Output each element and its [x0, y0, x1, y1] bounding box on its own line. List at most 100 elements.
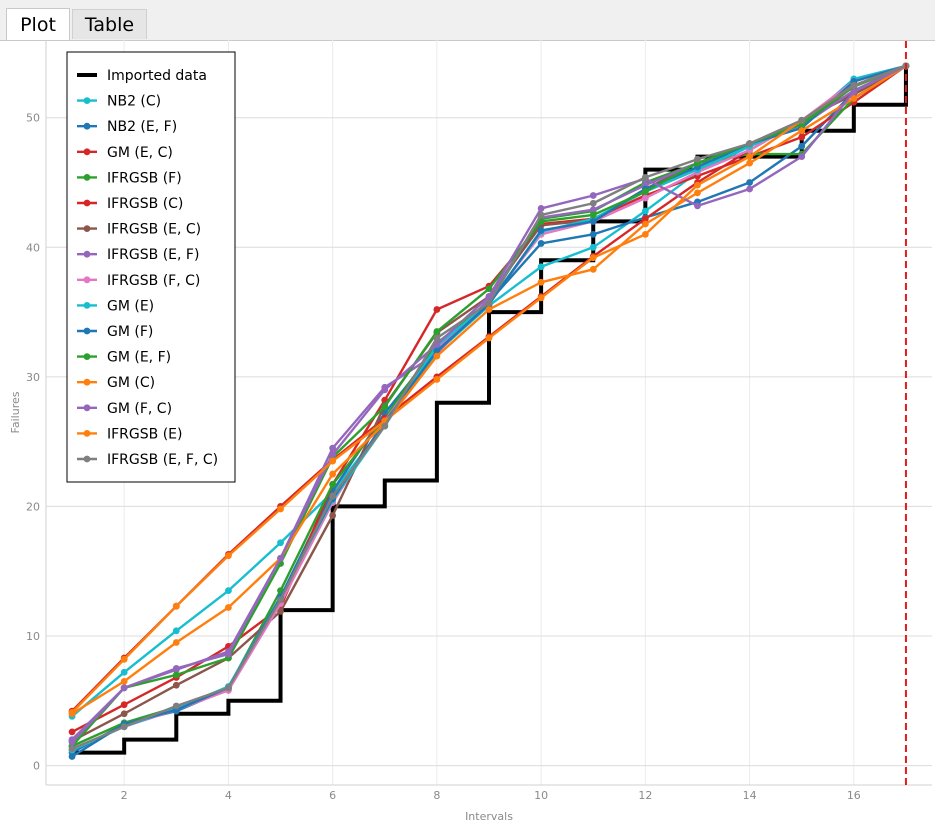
legend-marker [83, 122, 91, 130]
series-point [225, 684, 232, 692]
series-point [329, 451, 337, 459]
legend-marker [83, 276, 91, 284]
legend-marker [83, 353, 91, 360]
legend-label: NB2 (C) [107, 94, 161, 110]
series-point [798, 142, 806, 150]
series-point [381, 422, 389, 430]
series-point [433, 376, 441, 383]
tick-labels: 2 4 6 8 10 12 14 16 0 10 20 30 40 50 [26, 112, 861, 802]
series-point [120, 710, 128, 718]
y-tick-label: 10 [26, 630, 40, 643]
series-point [589, 254, 597, 262]
series-point [589, 217, 597, 225]
legend-label: IFRGSB (C) [107, 196, 183, 212]
legend-marker [83, 250, 91, 258]
series-point [746, 153, 753, 161]
series-point [68, 709, 76, 716]
legend-marker [83, 225, 91, 233]
x-tick-label: 2 [121, 789, 128, 802]
series-point [694, 189, 701, 197]
legend: Imported data NB2 (C) NB2 (E, F) GM (E, C) I… [66, 51, 236, 483]
series-point [120, 723, 128, 731]
series-point [172, 627, 180, 635]
series-point [485, 285, 493, 293]
y-tick-label: 40 [26, 241, 40, 254]
series-point [641, 230, 649, 238]
series-point [277, 607, 284, 615]
legend-item: IFRGSB (E, C) [77, 222, 201, 238]
series-point [381, 403, 389, 411]
series-point [433, 347, 441, 355]
legend-item: Imported data [77, 68, 207, 84]
series-point [537, 294, 545, 302]
legend-marker [83, 97, 91, 104]
series-point [329, 492, 337, 500]
series-point [381, 386, 389, 394]
legend-label: IFRGSB (E, F) [107, 247, 199, 263]
axes [45, 40, 932, 786]
y-tick-label: 0 [33, 760, 40, 773]
x-tick-label: 14 [743, 789, 757, 802]
series-point [172, 702, 180, 710]
y-tick-label: 20 [26, 500, 40, 513]
series-point [798, 153, 806, 161]
series-point [537, 278, 545, 286]
legend-label: IFRGSB (F, C) [107, 273, 200, 289]
tab-table[interactable]: Table [72, 9, 147, 39]
series-point [694, 155, 701, 163]
series-point [225, 587, 232, 595]
tab-plot[interactable]: Plot [6, 8, 70, 41]
legend-label: IFRGSB (E) [107, 426, 182, 442]
x-axis-label: Intervals [465, 810, 513, 823]
x-tick-label: 6 [329, 789, 336, 802]
series-point [172, 671, 180, 679]
legend-marker [83, 148, 91, 156]
series-point [172, 639, 180, 646]
legend-item: GM (F, C) [77, 401, 172, 417]
legend-item: NB2 (E, F) [77, 119, 177, 135]
y-axis-label: Failures [9, 391, 22, 433]
series-point [850, 94, 858, 102]
series-point [850, 88, 858, 96]
x-tick-label: 12 [638, 789, 652, 802]
series-point [68, 738, 76, 746]
imported-data-line [72, 65, 908, 755]
series-point [485, 299, 493, 307]
series-point [329, 481, 337, 488]
series-point [68, 745, 76, 753]
series-point [68, 728, 76, 736]
series-point [589, 243, 597, 251]
series-point [537, 240, 545, 247]
series-point [589, 199, 597, 207]
series-point [433, 328, 441, 335]
series-point [589, 192, 597, 199]
legend-item: IFRGSB (E, F) [77, 247, 199, 263]
series-point [277, 596, 284, 604]
series-point [537, 227, 545, 234]
series-point [746, 185, 753, 193]
x-tick-label: 10 [534, 789, 548, 802]
series-point [277, 554, 284, 562]
legend-label: NB2 (E, F) [107, 119, 177, 135]
series-point [120, 655, 128, 663]
legend-label: GM (E, F) [107, 350, 171, 366]
series-point [225, 604, 232, 611]
series-point [485, 334, 493, 342]
imported-data-series [72, 65, 908, 755]
series-point [641, 188, 649, 195]
series-point [589, 265, 597, 273]
series-point [329, 457, 337, 465]
series-point [641, 215, 649, 223]
legend-label: Imported data [107, 68, 207, 84]
legend-label: IFRGSB (F) [107, 170, 182, 186]
series-point [433, 306, 441, 313]
series-point [68, 753, 76, 760]
series-point [746, 179, 753, 186]
series-point [850, 81, 858, 89]
legend-label: GM (E) [107, 298, 154, 314]
legend-item: GM (F) [77, 324, 153, 340]
legend-marker [83, 455, 91, 463]
legend-label: GM (F, C) [107, 401, 172, 417]
series-point [537, 211, 545, 219]
series-point [537, 205, 545, 212]
